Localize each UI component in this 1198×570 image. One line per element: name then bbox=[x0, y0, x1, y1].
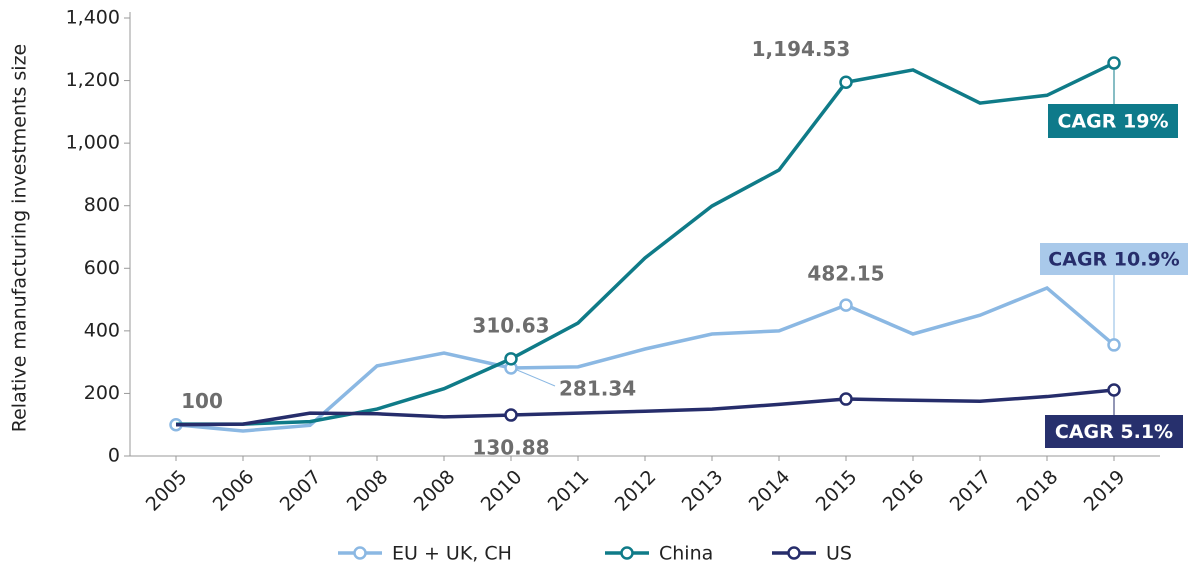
legend-label: US bbox=[826, 543, 852, 565]
point-marker bbox=[839, 298, 853, 312]
y-tick-label: 400 bbox=[84, 319, 120, 341]
legend-marker bbox=[620, 546, 634, 560]
data-label: 130.88 bbox=[472, 436, 549, 460]
data-label: 310.63 bbox=[472, 313, 549, 337]
cagr-box bbox=[1040, 243, 1188, 275]
x-tick-label: 2013 bbox=[678, 466, 728, 516]
legend-item: EU + UK, CH bbox=[338, 543, 512, 565]
cagr-box bbox=[1045, 415, 1183, 448]
x-tick-label: 2011 bbox=[544, 466, 594, 516]
x-tick-label: 2015 bbox=[812, 466, 862, 516]
legend-label: EU + UK, CH bbox=[392, 543, 512, 565]
point-marker bbox=[839, 75, 853, 90]
y-tick-label: 600 bbox=[84, 257, 120, 279]
point-marker bbox=[1107, 338, 1121, 352]
legend-marker bbox=[353, 546, 367, 560]
x-tick-label: 2008 bbox=[410, 466, 460, 516]
point-marker bbox=[504, 352, 518, 366]
data-label: 482.15 bbox=[807, 262, 884, 286]
x-tick-label: 2014 bbox=[745, 466, 795, 516]
x-tick-label: 2010 bbox=[477, 466, 527, 516]
cagr-box bbox=[1048, 104, 1178, 138]
y-axis-label: Relative manufacturing investments size bbox=[9, 44, 31, 432]
y-tick-label: 200 bbox=[84, 382, 120, 404]
point-marker bbox=[1107, 383, 1121, 397]
series-line bbox=[176, 61, 1115, 426]
y-tick-label: 1,200 bbox=[66, 69, 120, 91]
point-marker bbox=[1107, 56, 1121, 70]
x-tick-label: 2016 bbox=[879, 466, 929, 516]
legend-marker bbox=[787, 546, 801, 560]
point-marker bbox=[504, 408, 518, 422]
y-tick-label: 800 bbox=[84, 194, 120, 216]
y-tick-label: 1,000 bbox=[66, 132, 120, 154]
x-tick-label: 2018 bbox=[1013, 466, 1063, 516]
cagr-label: CAGR 19% bbox=[1058, 111, 1169, 133]
cagr-label: CAGR 5.1% bbox=[1055, 421, 1173, 443]
series-line bbox=[175, 285, 1116, 433]
legend-item: China bbox=[605, 543, 713, 565]
leader-line bbox=[516, 369, 556, 387]
series-line bbox=[175, 388, 1115, 427]
legend-label: China bbox=[659, 543, 713, 565]
data-label: 100 bbox=[181, 389, 223, 413]
data-label: 281.34 bbox=[559, 376, 636, 400]
data-label: 1,194.53 bbox=[752, 37, 851, 61]
y-tick-label: 1,400 bbox=[66, 7, 120, 29]
cagr-label: CAGR 10.9% bbox=[1048, 249, 1179, 271]
x-tick-label: 2006 bbox=[209, 466, 259, 516]
x-tick-label: 2012 bbox=[611, 466, 661, 516]
x-tick-label: 2019 bbox=[1080, 466, 1130, 516]
legend-item: US bbox=[772, 543, 852, 565]
y-tick-label: 0 bbox=[108, 445, 120, 467]
point-marker bbox=[839, 392, 853, 406]
x-tick-label: 2005 bbox=[142, 466, 192, 516]
x-tick-label: 2008 bbox=[343, 466, 393, 516]
x-tick-label: 2007 bbox=[276, 466, 326, 516]
x-tick-label: 2017 bbox=[946, 466, 996, 516]
